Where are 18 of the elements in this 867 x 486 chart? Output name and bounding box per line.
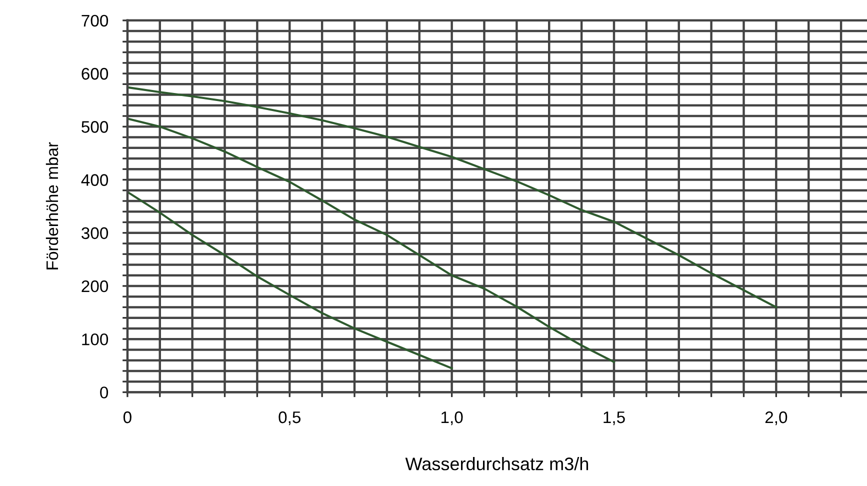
y-axis-title: Förderhöhe mbar — [46, 142, 58, 270]
x-tick-label: 0,5 — [278, 411, 301, 426]
x-tick-label: 1,5 — [604, 412, 625, 426]
y-tick-label: 700 — [82, 14, 108, 27]
y-tick-label: 500 — [82, 121, 108, 133]
line-series — [127, 190, 453, 370]
line-series — [127, 118, 616, 363]
y-tick-label: 0 — [100, 386, 108, 398]
x-tick-label: 1,0 — [442, 411, 463, 426]
y-tick-label: 600 — [82, 68, 108, 80]
y-tick-label: 400 — [81, 174, 108, 186]
x-axis-title: Wasserdurchsatz m3/h — [405, 457, 588, 470]
x-tick-label: 0 — [123, 411, 132, 424]
x-tick-label: 2,0 — [765, 411, 788, 426]
y-tick-label: 300 — [82, 227, 108, 240]
y-tick-label: 200 — [82, 280, 108, 292]
y-tick-label: 100 — [82, 333, 108, 346]
line-series — [127, 86, 778, 308]
